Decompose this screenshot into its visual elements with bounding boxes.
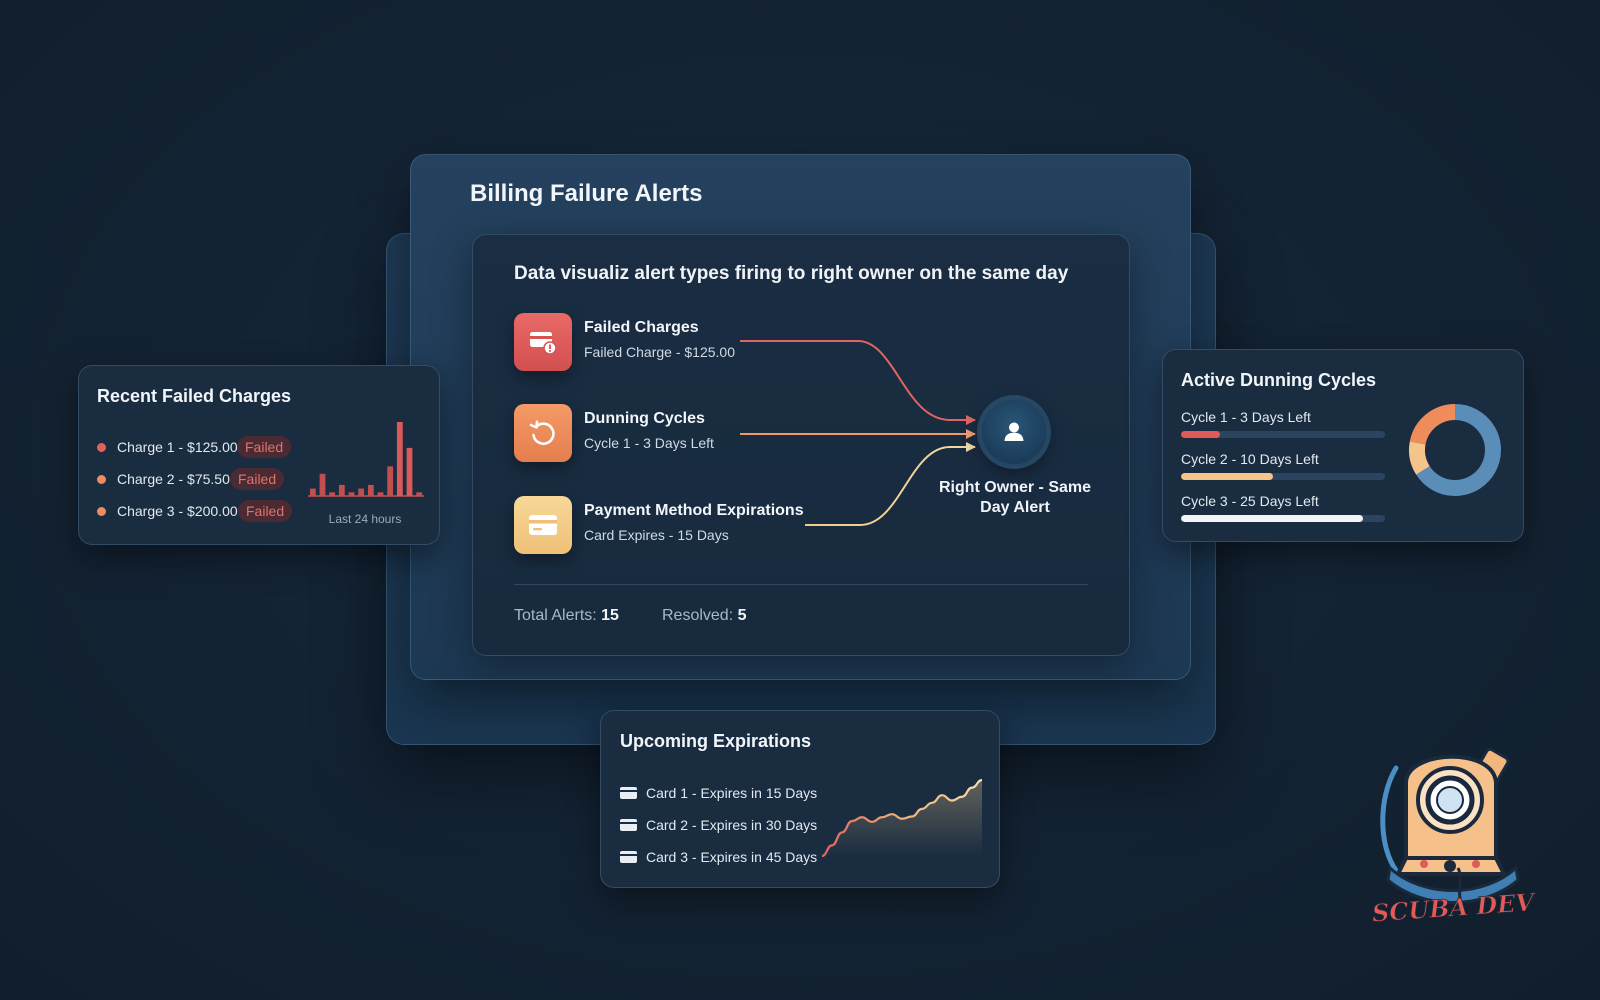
donut-segment [1409,441,1430,475]
charge-label: Charge 3 - $200.00 [117,503,238,519]
divider [514,584,1088,585]
status-badge: Failed [238,500,293,522]
chart-bar [348,492,355,496]
resolved-stat: Resolved: 5 [662,607,747,625]
charge-row[interactable]: Charge 3 - $200.00 Failed [97,500,297,522]
status-badge: Failed [237,436,292,458]
chart-bar [406,447,413,496]
refresh-cycle-icon [514,404,572,462]
expiration-label: Card 2 - Expires in 30 Days [646,817,818,833]
credit-card-icon [620,819,637,831]
status-badge: Failed [230,468,285,490]
status-dot [97,507,106,516]
alert-detail: Card Expires - 15 Days [584,527,729,543]
cycle-progress-bar [1181,473,1385,480]
dunning-title: Active Dunning Cycles [1181,370,1377,390]
upcoming-expirations-card [600,710,1000,888]
chart-bar [358,488,365,496]
failed-charges-bar-chart [308,422,424,497]
expiration-label: Card 3 - Expires in 45 Days [646,849,818,865]
owner-label: Right Owner - Same Day Alert [938,479,1092,516]
chart-bar [396,422,403,496]
resolved-label: Resolved: [662,607,734,624]
expiration-item[interactable]: Card 1 - Expires in 15 Days [620,785,820,803]
chart-bar [367,484,374,496]
resolved-value: 5 [737,607,747,624]
chart-bar [319,473,326,496]
charge-row[interactable]: Charge 2 - $75.50 Failed [97,468,297,490]
alert-title: Dunning Cycles [584,410,705,427]
active-dunning-cycles-card [1162,349,1524,542]
alert-type-payment-expirations[interactable]: Payment Method Expirations Card Expires … [514,496,814,554]
owner-avatar[interactable] [982,400,1046,464]
cycle-progress-bar [1181,515,1385,522]
cycle-label: Cycle 3 - 25 Days Left [1181,493,1319,509]
cycle-progress-fill [1181,473,1273,480]
alert-title: Failed Charges [584,319,699,336]
total-alerts-value: 15 [601,607,619,624]
recent-failed-title: Recent Failed Charges [97,386,292,406]
alert-type-failed-charges[interactable]: Failed Charges Failed Charge - $125.00 [514,313,814,371]
chart-bar [329,492,336,496]
cycle-label: Cycle 2 - 10 Days Left [1181,451,1319,467]
page-title: Billing Failure Alerts [470,180,703,207]
failed-card-icon [514,313,572,371]
alert-detail: Failed Charge - $125.00 [584,344,735,360]
credit-card-icon [514,496,572,554]
chart-bar [416,492,423,496]
expiration-item[interactable]: Card 3 - Expires in 45 Days [620,849,820,867]
alert-title: Payment Method Expirations [584,502,804,519]
chart-bar [338,484,345,496]
credit-card-icon [620,851,637,863]
credit-card-icon [620,787,637,799]
status-dot [97,443,106,452]
dunning-donut-chart [1409,404,1501,496]
card-subtitle: Data visualiz alert types firing to righ… [514,263,1069,284]
svg-text:SCUBA DEV: SCUBA DEV [1371,887,1537,927]
chart-bar [377,492,384,496]
chart-caption: Last 24 hours [328,512,402,526]
cycle-progress-fill [1181,515,1363,522]
expiration-label: Card 1 - Expires in 15 Days [646,785,818,801]
expiration-item[interactable]: Card 2 - Expires in 30 Days [620,817,820,835]
charge-label: Charge 1 - $125.00 [117,439,238,455]
scuba-dev-logo: SCUBA DEV [1371,747,1538,928]
total-alerts-stat: Total Alerts: 15 [514,607,619,625]
donut-segment [1409,404,1456,445]
trend-line [822,778,983,858]
cycle-progress-bar [1181,431,1385,438]
cycle-label: Cycle 1 - 3 Days Left [1181,409,1311,425]
user-icon [1004,422,1024,441]
charge-label: Charge 2 - $75.50 [117,471,230,487]
status-dot [97,475,106,484]
alert-type-dunning-cycles[interactable]: Dunning Cycles Cycle 1 - 3 Days Left [514,404,814,462]
total-alerts-label: Total Alerts: [514,607,597,624]
trend-area [822,780,982,856]
expirations-trend-chart [822,778,983,858]
chart-bar [309,488,316,496]
cycle-progress-fill [1181,431,1220,438]
alert-detail: Cycle 1 - 3 Days Left [584,435,714,451]
donut-segment [1416,404,1501,496]
chart-bar [387,466,394,496]
expirations-title: Upcoming Expirations [620,731,812,751]
charge-row[interactable]: Charge 1 - $125.00 Failed [97,436,297,458]
